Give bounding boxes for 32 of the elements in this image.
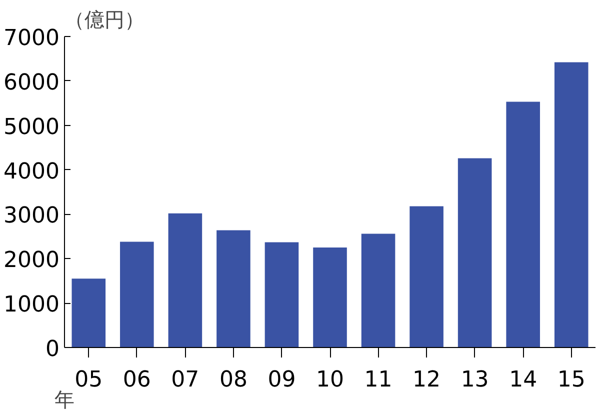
y-tick-label: 4000 (4, 159, 60, 184)
bar (554, 62, 588, 348)
y-tick-label: 1000 (4, 292, 60, 318)
bar (168, 213, 202, 348)
x-tick-label: 14 (509, 368, 538, 392)
bar (264, 242, 299, 348)
x-tick-label: 13 (460, 368, 489, 392)
y-tick-label: 3000 (4, 204, 60, 229)
x-tick-label: 10 (316, 368, 344, 392)
bar (410, 206, 444, 348)
x-tick-label: 05 (74, 368, 103, 392)
x-tick-label: 07 (171, 368, 200, 392)
x-tick-label: 15 (557, 368, 586, 392)
y-tick-label: 6000 (4, 70, 60, 96)
bar (506, 102, 540, 348)
x-tick-label: 08 (219, 368, 248, 392)
bar (313, 248, 347, 348)
y-tick-label: 7000 (4, 26, 60, 51)
bar (72, 278, 106, 348)
x-axis-title: 年 (54, 390, 74, 412)
bar (216, 230, 250, 348)
x-tick-label: 09 (268, 368, 296, 392)
bar (361, 234, 396, 348)
x-tick-label: 11 (364, 368, 392, 392)
bar (120, 242, 154, 348)
x-tick-label: 12 (412, 368, 441, 392)
y-tick-label: 2000 (4, 248, 60, 274)
y-tick-label: 0 (46, 337, 60, 362)
y-tick-label: 5000 (4, 114, 60, 140)
x-tick-label: 06 (122, 368, 151, 392)
y-axis-title: （億円） (64, 8, 144, 32)
bar (458, 158, 492, 348)
